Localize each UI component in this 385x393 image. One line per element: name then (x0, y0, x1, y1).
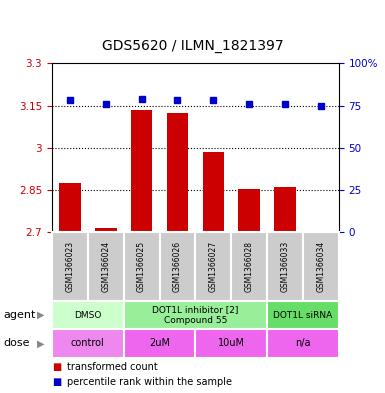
Bar (267, 329, 339, 358)
Bar (238, 189, 260, 232)
Text: control: control (71, 338, 105, 349)
Text: DMSO: DMSO (74, 311, 102, 320)
Bar (267, 232, 303, 301)
Bar (267, 301, 339, 329)
Text: GSM1366024: GSM1366024 (101, 241, 110, 292)
Bar (52, 329, 124, 358)
Text: GSM1366026: GSM1366026 (173, 241, 182, 292)
Text: n/a: n/a (295, 338, 311, 349)
Text: GSM1366028: GSM1366028 (244, 241, 254, 292)
Bar (231, 232, 267, 301)
Text: GDS5620 / ILMN_1821397: GDS5620 / ILMN_1821397 (102, 39, 283, 53)
Bar (131, 110, 152, 232)
Bar (274, 187, 296, 232)
Text: ▶: ▶ (37, 310, 44, 320)
Text: DOT1L inhibitor [2]
Compound 55: DOT1L inhibitor [2] Compound 55 (152, 305, 239, 325)
Bar (303, 232, 339, 301)
Text: dose: dose (4, 338, 30, 349)
Text: ▶: ▶ (37, 338, 44, 349)
Text: GSM1366025: GSM1366025 (137, 241, 146, 292)
Text: GSM1366027: GSM1366027 (209, 241, 218, 292)
Text: 10uM: 10uM (218, 338, 245, 349)
Bar (59, 183, 81, 232)
Text: percentile rank within the sample: percentile rank within the sample (67, 376, 233, 387)
Text: 2uM: 2uM (149, 338, 170, 349)
Bar (203, 152, 224, 232)
Text: GSM1366023: GSM1366023 (65, 241, 74, 292)
Bar (159, 232, 196, 301)
Bar (124, 329, 195, 358)
Bar (195, 329, 267, 358)
Text: agent: agent (4, 310, 36, 320)
Bar (195, 232, 231, 301)
Bar (95, 228, 117, 232)
Text: DOT1L siRNA: DOT1L siRNA (273, 311, 333, 320)
Text: GSM1366033: GSM1366033 (281, 241, 290, 292)
Text: GSM1366034: GSM1366034 (316, 241, 325, 292)
Bar (88, 232, 124, 301)
Bar (167, 112, 188, 232)
Bar (124, 301, 267, 329)
Text: ■: ■ (52, 362, 61, 372)
Text: transformed count: transformed count (67, 362, 158, 372)
Bar (52, 301, 124, 329)
Bar (52, 232, 88, 301)
Bar (124, 232, 159, 301)
Text: ■: ■ (52, 376, 61, 387)
